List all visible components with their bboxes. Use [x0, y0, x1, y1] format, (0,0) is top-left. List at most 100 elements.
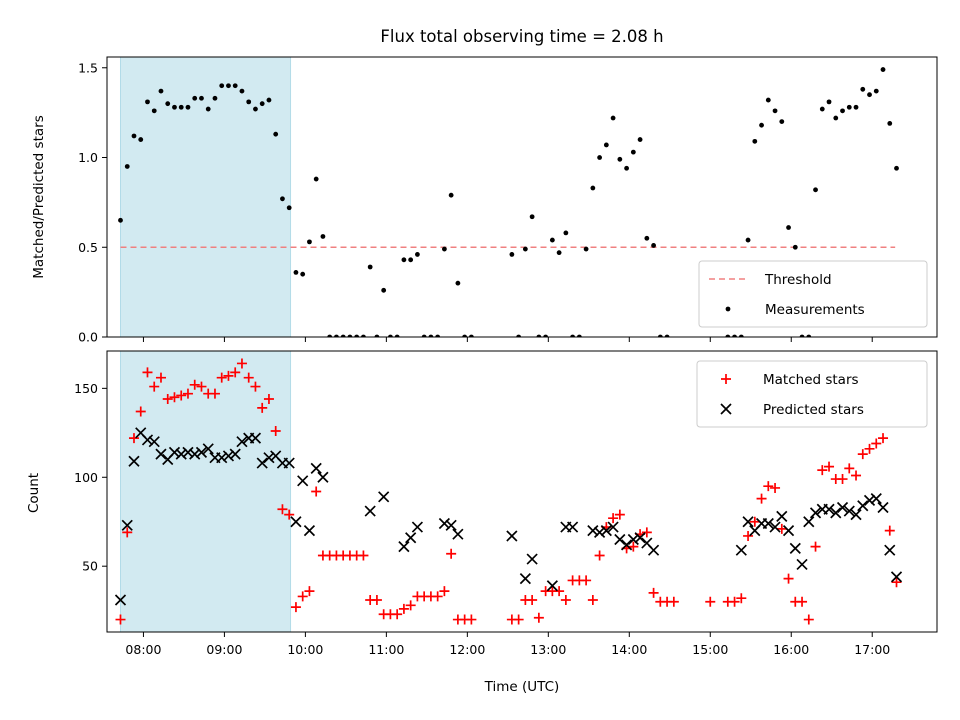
measurement-point	[772, 108, 778, 114]
legend: Threshold Measurements	[698, 260, 928, 328]
measurement-point	[833, 115, 839, 121]
matched-stars-point	[189, 379, 200, 390]
measurement-point	[347, 334, 353, 337]
series-predicted-stars	[114, 427, 903, 606]
measurement-point	[205, 106, 211, 112]
measurement-point	[637, 137, 643, 142]
matched-stars-point	[155, 372, 166, 383]
measurement-point	[799, 334, 805, 337]
measurement-point	[185, 104, 191, 110]
matched-stars-point	[770, 482, 781, 493]
measurement-point	[759, 122, 764, 128]
predicted-stars-point	[830, 507, 842, 519]
legend-measurement-swatch	[725, 306, 731, 312]
matched-stars-point	[513, 614, 524, 625]
matched-stars-point	[743, 530, 754, 541]
predicted-stars-point	[863, 494, 876, 506]
matched-stars-point	[230, 367, 241, 378]
predicted-stars-point	[121, 519, 133, 531]
matched-stars-point	[803, 614, 814, 625]
measurement-point	[421, 334, 427, 337]
predicted-stars-point	[890, 571, 903, 583]
predicted-stars-point	[283, 457, 295, 469]
measurement-point	[516, 334, 522, 337]
measurement-point	[556, 250, 562, 256]
predicted-stars-point	[884, 544, 896, 556]
matched-stars-point	[209, 388, 220, 399]
matched-stars-point	[824, 461, 835, 472]
y-tick-label: 100	[74, 470, 98, 485]
measurement-point	[199, 95, 204, 101]
matched-stars-point	[290, 602, 301, 613]
matched-stars-point	[250, 381, 261, 392]
predicted-stars-point	[857, 500, 869, 512]
matched-stars-point	[176, 390, 187, 401]
observing-window-shading	[119, 57, 292, 337]
matched-stars-point	[196, 381, 207, 392]
predicted-stars-point	[175, 448, 187, 460]
measurement-point	[725, 334, 731, 337]
predicted-stars-point	[776, 510, 788, 523]
measurement-point	[124, 164, 130, 169]
matched-stars-point	[392, 609, 403, 620]
x-tick-label: 12:00	[449, 642, 485, 657]
legend-box	[696, 360, 928, 428]
counts-panel: 08:00 09:00 10:00 11:00 12:00 13:00 14:00 15:00…	[74, 350, 938, 657]
predicted-stars-point	[614, 533, 626, 546]
legend-box	[698, 260, 928, 328]
matched-stars-point	[628, 541, 639, 552]
legend: Matched stars Predicted stars	[696, 360, 928, 428]
series-measurements	[118, 67, 899, 337]
measurement-point	[327, 334, 333, 337]
measurement-point	[455, 280, 461, 286]
predicted-stars-point	[627, 533, 639, 546]
axes-frame	[106, 56, 938, 338]
matched-stars-point	[446, 548, 457, 559]
matched-stars-point	[783, 573, 794, 584]
measurement-point	[529, 214, 535, 220]
measurement-point	[644, 235, 650, 241]
predicted-stars-point	[452, 528, 464, 540]
matched-stars-point	[581, 575, 592, 586]
measurement-point	[549, 237, 555, 243]
matched-stars-point	[648, 587, 659, 598]
measurement-point	[293, 269, 299, 275]
measurement-point	[374, 334, 380, 337]
series-matched-stars	[115, 358, 902, 625]
measurement-point	[630, 149, 636, 155]
predicted-stars-point	[398, 541, 410, 553]
y-tick-label: 0.0	[78, 330, 98, 345]
measurement-point	[894, 165, 899, 171]
measurement-point	[226, 83, 231, 89]
measurement-point	[394, 334, 400, 337]
legend-label: Predicted stars	[763, 402, 864, 418]
measurement-point	[118, 217, 123, 223]
matched-stars-point	[641, 527, 652, 538]
predicted-stars-point	[182, 446, 194, 458]
legend-label: Threshold	[764, 272, 832, 288]
predicted-stars-point	[634, 532, 646, 544]
legend-matched-swatch	[721, 374, 731, 384]
predicted-stars-point	[796, 558, 808, 571]
matched-stars-point	[311, 486, 322, 497]
matched-stars-point	[297, 591, 308, 602]
matched-stars-point	[554, 586, 565, 597]
predicted-stars-point	[229, 448, 241, 460]
measurement-point	[212, 95, 218, 101]
predicted-stars-point	[114, 594, 127, 606]
measurement-point	[354, 334, 360, 337]
measurement-point	[651, 243, 656, 248]
measurement-point	[320, 234, 326, 239]
matched-stars-point	[223, 370, 234, 381]
matched-stars-point	[851, 470, 862, 481]
measurement-point	[597, 155, 603, 160]
matched-stars-point	[371, 594, 382, 605]
measurement-point	[435, 334, 441, 337]
matched-stars-point	[128, 433, 139, 444]
x-tick-label: 17:00	[854, 642, 890, 657]
matched-stars-point	[668, 596, 679, 607]
predicted-stars-point	[587, 525, 599, 537]
predicted-stars-point	[769, 521, 781, 533]
matched-stars-point	[756, 493, 767, 504]
legend-predicted-swatch	[720, 403, 732, 415]
